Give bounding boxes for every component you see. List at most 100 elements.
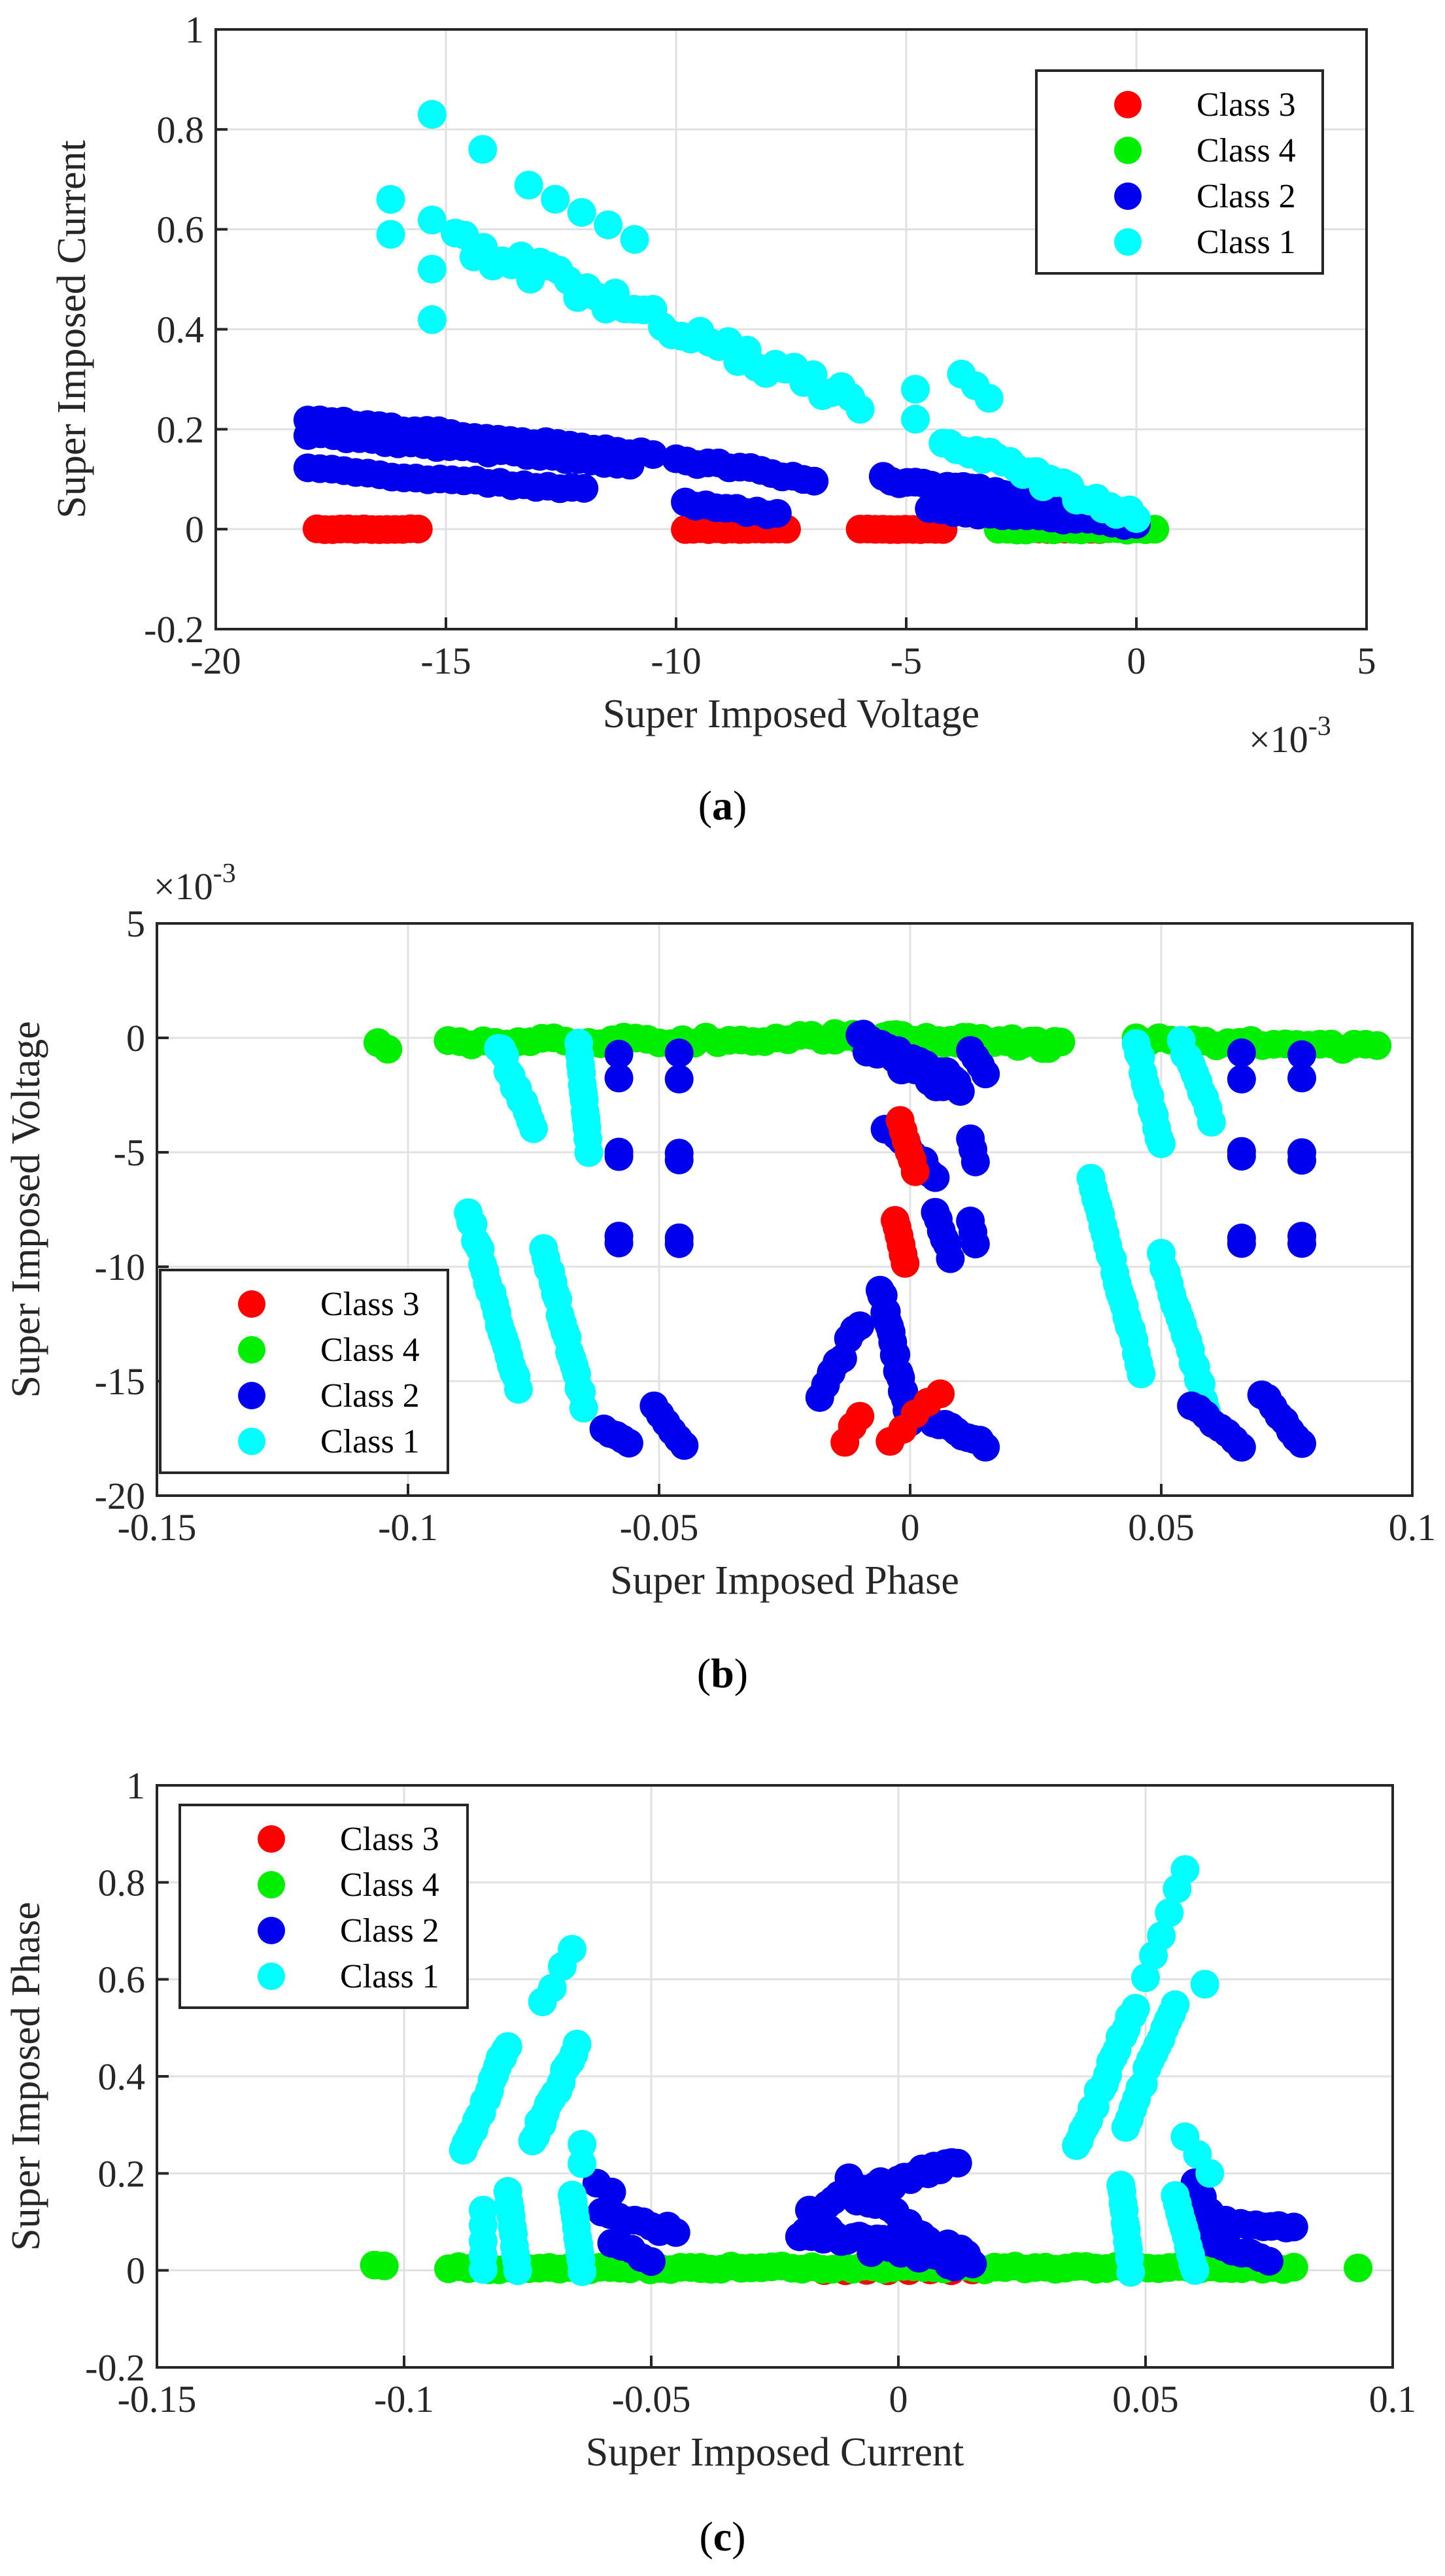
data-point xyxy=(568,2257,597,2286)
legend-label: Class 1 xyxy=(1197,224,1296,261)
legend: Class 3 Class 4 Class 2 Class 1 xyxy=(1035,69,1324,275)
data-point xyxy=(664,1229,694,1258)
data-point xyxy=(637,2247,666,2276)
data-point xyxy=(901,405,930,434)
y-tick-label: 0 xyxy=(126,1017,145,1059)
data-point xyxy=(936,1244,965,1273)
data-point xyxy=(417,99,447,129)
data-point xyxy=(1287,1429,1317,1458)
legend-label: Class 1 xyxy=(340,1958,439,1995)
data-point xyxy=(971,1059,1000,1089)
data-point xyxy=(1227,1433,1256,1462)
y-tick-label: -15 xyxy=(95,1360,145,1403)
legend-marker xyxy=(238,1382,265,1409)
data-point xyxy=(503,2256,532,2286)
legend-label: Class 3 xyxy=(340,1821,439,1858)
legend-box xyxy=(159,1269,449,1474)
data-point xyxy=(960,1229,990,1259)
legend-label: Class 2 xyxy=(340,1912,439,1949)
legend-label: Class 3 xyxy=(1197,86,1296,124)
data-point xyxy=(1121,1993,1150,2023)
chart-panel-a: -20 -15 -10 -5 0 5 -0.2 0 0.2 0.4 0.6 0.8 1 Super Imp… xyxy=(50,9,1376,829)
series-class-2 xyxy=(589,1020,1317,1462)
data-point xyxy=(537,1973,567,2002)
x-tick-label: -0.15 xyxy=(118,1506,197,1549)
data-point xyxy=(664,1039,694,1068)
panel-caption: (c) xyxy=(699,2513,745,2560)
multiplier-base: ×10 xyxy=(1249,718,1308,761)
data-point xyxy=(369,2251,399,2280)
data-point xyxy=(468,135,498,164)
data-point xyxy=(468,2255,498,2284)
data-point xyxy=(670,1431,699,1460)
data-point xyxy=(417,254,447,284)
legend-box xyxy=(1035,69,1324,275)
data-point xyxy=(1227,1141,1256,1171)
data-point xyxy=(845,1311,875,1341)
multiplier-exponent: -3 xyxy=(1308,712,1331,742)
scatter-points xyxy=(293,99,1170,545)
data-point xyxy=(1227,1038,1256,1067)
data-point xyxy=(376,184,405,214)
x-tick-label: 0.05 xyxy=(1112,2378,1179,2420)
data-point xyxy=(541,184,570,214)
x-tick-label: -0.15 xyxy=(118,2378,197,2420)
legend-marker xyxy=(258,1963,285,1990)
data-point xyxy=(1227,1229,1256,1258)
legend-marker xyxy=(238,1336,265,1364)
y-tick-label: 0.4 xyxy=(98,2055,146,2098)
data-point xyxy=(1363,1031,1392,1060)
data-point xyxy=(933,2229,962,2259)
y-tick-label: -5 xyxy=(114,1131,145,1174)
data-point xyxy=(569,1394,598,1423)
data-point xyxy=(1255,2246,1284,2276)
data-point xyxy=(519,1114,548,1143)
data-point xyxy=(1344,2253,1373,2282)
x-tick-label: -0.05 xyxy=(620,1506,699,1549)
data-point xyxy=(514,171,543,200)
data-point xyxy=(1279,2252,1308,2282)
data-point xyxy=(845,1401,875,1431)
data-point xyxy=(1197,1108,1226,1137)
data-point xyxy=(1227,1065,1256,1094)
x-tick-label: -0.1 xyxy=(378,1506,438,1549)
data-point xyxy=(800,466,829,496)
data-point xyxy=(604,1063,634,1093)
data-point xyxy=(614,1428,643,1458)
legend-label: Class 4 xyxy=(340,1866,439,1904)
y-tick-label: -20 xyxy=(95,1475,145,1517)
data-point xyxy=(615,451,645,480)
series-class-2 xyxy=(582,2148,1308,2282)
data-point xyxy=(845,394,875,424)
axis-multiplier: ×10-3 xyxy=(1249,712,1331,761)
y-tick-label: 0.6 xyxy=(98,1959,146,2001)
data-point xyxy=(503,1375,533,1404)
x-tick-label: 5 xyxy=(1357,640,1376,682)
chart-panel-c: -0.15 -0.1 -0.05 0 0.05 0.1 -0.2 0 0.2 0.4 0.6 0.8 1… xyxy=(4,1764,1416,2560)
data-point xyxy=(1195,2159,1225,2188)
caption-letter: b xyxy=(711,1650,734,1696)
legend-label: Class 4 xyxy=(1197,132,1296,169)
legend-label: Class 1 xyxy=(320,1423,420,1460)
axes-box xyxy=(156,922,1414,1497)
legend-marker xyxy=(238,1428,265,1455)
panel-caption: (b) xyxy=(697,1650,748,1696)
data-point xyxy=(604,1228,634,1258)
y-tick-label: 0.8 xyxy=(98,1861,146,1904)
data-point xyxy=(1046,1027,1076,1057)
data-point xyxy=(1161,1990,1190,2019)
data-point xyxy=(661,2218,690,2247)
data-point xyxy=(1287,1146,1317,1175)
data-point xyxy=(891,1248,920,1278)
y-axis-label: Super Imposed Voltage xyxy=(4,1021,48,1398)
x-tick-label: -0.1 xyxy=(374,2378,434,2420)
data-point xyxy=(1180,2256,1210,2285)
legend-label: Class 2 xyxy=(1197,178,1296,215)
y-tick-label: 0.4 xyxy=(157,309,205,351)
series-class-1 xyxy=(454,1025,1226,1426)
y-tick-label: 5 xyxy=(126,902,145,945)
axes-box xyxy=(214,28,1368,630)
y-tick-label: 0.2 xyxy=(98,2152,146,2195)
legend-box xyxy=(178,1804,469,2009)
data-point xyxy=(493,2032,522,2061)
